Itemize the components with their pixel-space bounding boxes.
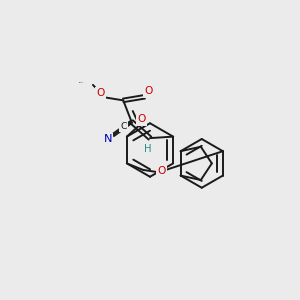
Text: N: N (103, 134, 112, 144)
Text: C: C (120, 122, 127, 131)
Text: O: O (96, 88, 104, 98)
Text: H: H (144, 144, 152, 154)
Text: O: O (137, 114, 146, 124)
Text: O: O (158, 166, 166, 176)
Text: O: O (144, 86, 152, 96)
Text: methyl: methyl (79, 81, 84, 83)
